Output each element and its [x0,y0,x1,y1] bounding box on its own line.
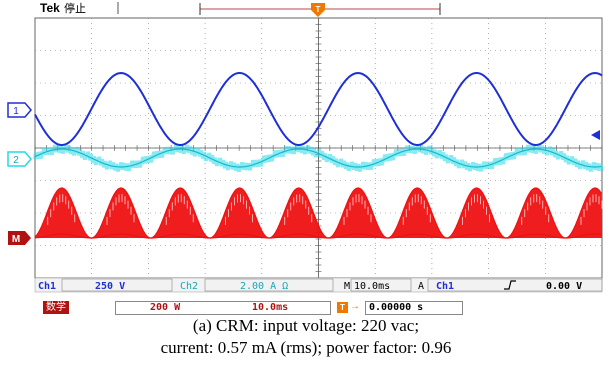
math-pulse [387,187,447,239]
math-pulse [565,187,603,239]
trigger-offset-readout[interactable]: 0.00000 s [365,301,463,315]
svg-text:Ch2: Ch2 [180,281,198,292]
status-bar-1: Ch1 250 V Ch2 2.00 A Ω M 10.0ms A Ch1 0.… [34,277,603,293]
ch1-trace [34,71,603,146]
trigger-readout[interactable]: A Ch1 0.00 V [418,278,603,292]
math-label: 数学 [43,301,69,314]
timebase-readout[interactable]: M 10.0ms [344,278,412,292]
math-pulse [269,187,329,239]
svg-text:T: T [316,5,321,14]
svg-text:Ch1: Ch1 [436,281,454,292]
ch2-trace [33,143,604,173]
svg-text:1: 1 [13,106,19,117]
svg-text:Ch1: Ch1 [38,281,56,292]
ch2-marker[interactable]: 2 [7,151,32,167]
math-scale: 200 W [150,302,181,313]
ch1-offscreen-arrow-icon [591,130,600,140]
math-pulse [328,187,388,239]
math-timebase: 10.0ms [252,302,289,313]
figure-caption-line1: (a) CRM: input voltage: 220 vac; [192,316,420,335]
ch1-readout[interactable]: Ch1 250 V [38,278,173,292]
rising-edge-icon [504,280,516,290]
svg-text:M: M [12,234,20,245]
waveform-traces [33,71,604,239]
ch2-trace-center [34,148,602,168]
math-pulse [150,187,210,239]
svg-text:0.00 V: 0.00 V [546,281,582,292]
status-bar-2: 数学 200 W 10.0ms T → 0.00000 s [35,300,602,316]
math-readout[interactable]: 200 W 10.0ms [115,301,331,315]
math-pulse [91,187,151,239]
math-pulse [506,187,566,239]
ch1-marker[interactable]: 1 [7,102,32,118]
math-pulse [34,187,92,239]
ch2-readout[interactable]: Ch2 2.00 A Ω [180,278,334,292]
figure-caption-line2: current: 0.57 mA (rms); power factor: 0.… [160,338,452,357]
oscilloscope-screen: Tek 停止 T T 1 2 M Ch1 250 V [7,1,604,293]
svg-text:10.0ms: 10.0ms [354,281,390,292]
math-pulse [209,187,270,239]
svg-text:2: 2 [13,155,19,166]
svg-text:2.00 A Ω: 2.00 A Ω [240,281,288,292]
trigger-offset-value: 0.00000 s [369,302,424,313]
svg-text:250 V: 250 V [95,281,125,292]
svg-text:M: M [344,281,350,292]
run-status-label: 停止 [64,1,86,15]
svg-text:A: A [418,281,424,292]
brand-label: Tek [40,1,60,15]
math-baseline [34,233,603,239]
arrow-right-icon: → [350,301,360,312]
trigger-offset-icon: T [337,302,348,313]
math-marker[interactable]: M [8,231,31,245]
math-pulse [446,187,507,239]
trigger-position-icon[interactable]: T [311,3,325,17]
